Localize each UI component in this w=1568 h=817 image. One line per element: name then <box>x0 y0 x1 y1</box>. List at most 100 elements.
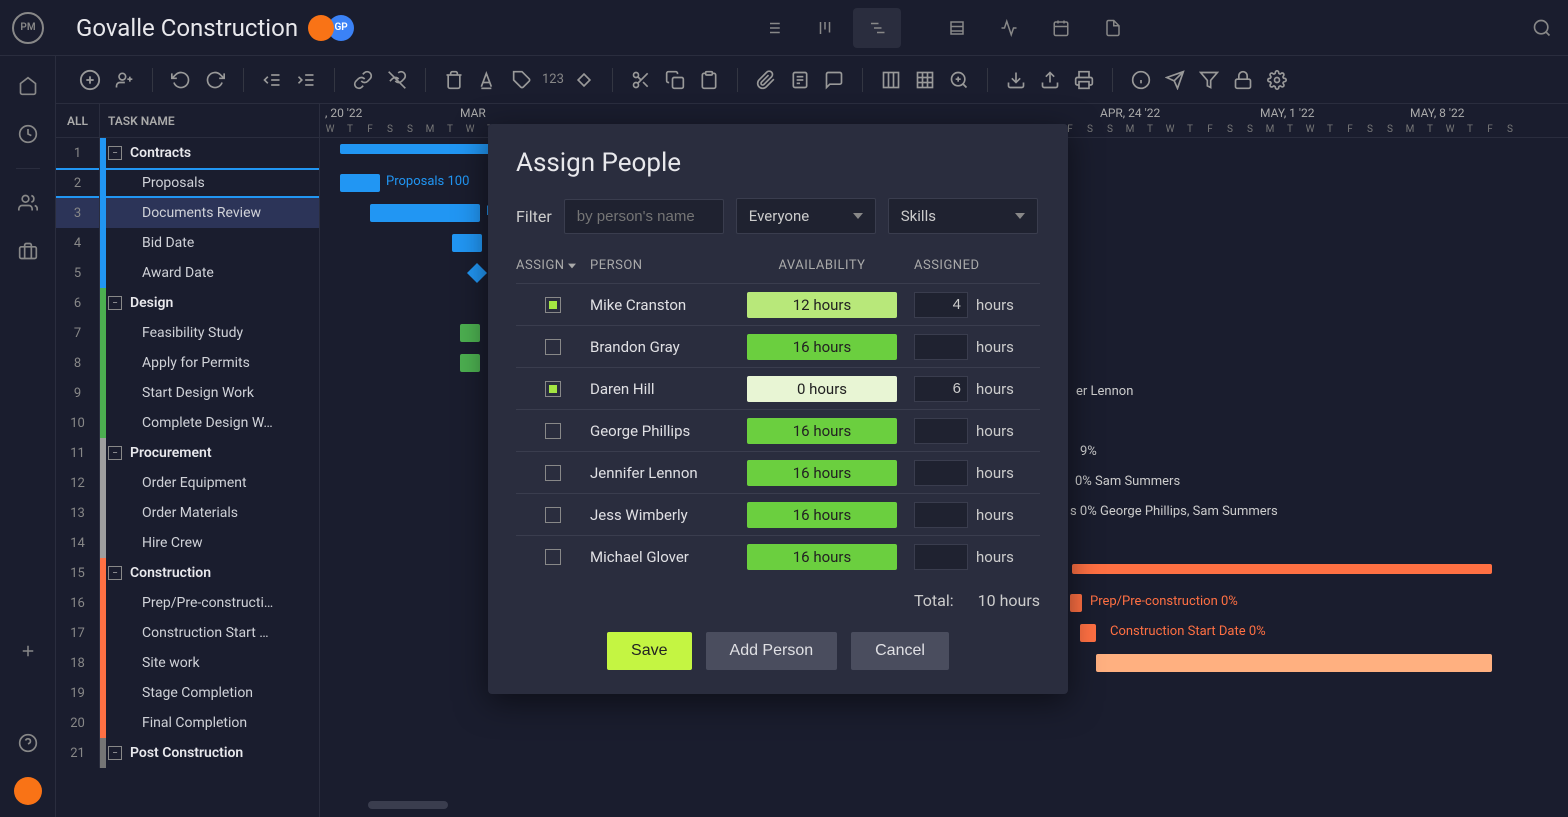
gantt-bar[interactable] <box>340 144 490 154</box>
save-button[interactable]: Save <box>607 632 691 670</box>
task-row[interactable]: 18Site work <box>56 648 319 678</box>
gantt-milestone[interactable] <box>467 263 487 283</box>
add-circle-icon[interactable] <box>76 66 104 94</box>
attachment-icon[interactable] <box>752 66 780 94</box>
task-row[interactable]: 7Feasibility Study <box>56 318 319 348</box>
collapse-toggle[interactable]: − <box>108 146 122 160</box>
task-row[interactable]: 1−Contracts <box>56 138 319 168</box>
assign-checkbox[interactable] <box>545 549 561 565</box>
assigned-hours-input[interactable] <box>914 292 968 318</box>
app-logo[interactable]: PM <box>0 0 56 56</box>
briefcase-icon[interactable] <box>14 237 42 265</box>
add-person-icon[interactable] <box>110 66 138 94</box>
gantt-bar[interactable] <box>460 354 480 372</box>
team-icon[interactable] <box>14 189 42 217</box>
task-row[interactable]: 5Award Date <box>56 258 319 288</box>
th-person[interactable]: PERSON <box>590 258 742 273</box>
assigned-hours-input[interactable] <box>914 334 968 360</box>
task-row[interactable]: 20Final Completion <box>56 708 319 738</box>
tag-icon[interactable] <box>508 66 536 94</box>
undo-icon[interactable] <box>167 66 195 94</box>
cancel-button[interactable]: Cancel <box>851 632 949 670</box>
task-row[interactable]: 8Apply for Permits <box>56 348 319 378</box>
unlink-icon[interactable] <box>383 66 411 94</box>
search-icon[interactable] <box>1532 18 1552 38</box>
task-row[interactable]: 4Bid Date <box>56 228 319 258</box>
task-row[interactable]: 11−Procurement <box>56 438 319 468</box>
task-row[interactable]: 13Order Materials <box>56 498 319 528</box>
assign-checkbox[interactable] <box>545 507 561 523</box>
task-row[interactable]: 9Start Design Work <box>56 378 319 408</box>
text-style-icon[interactable] <box>474 66 502 94</box>
link-icon[interactable] <box>349 66 377 94</box>
assign-checkbox[interactable] <box>545 339 561 355</box>
assign-checkbox[interactable] <box>545 423 561 439</box>
print-icon[interactable] <box>1070 66 1098 94</box>
settings-icon[interactable] <box>1263 66 1291 94</box>
collaborator-avatars[interactable]: GP <box>314 15 354 41</box>
filter-skills-select[interactable]: Skills <box>888 198 1038 234</box>
paste-icon[interactable] <box>695 66 723 94</box>
view-list-icon[interactable] <box>749 8 797 48</box>
columns-icon[interactable] <box>877 66 905 94</box>
user-avatar[interactable] <box>14 777 42 805</box>
task-row[interactable]: 15−Construction <box>56 558 319 588</box>
assigned-hours-input[interactable] <box>914 502 968 528</box>
indent-icon[interactable] <box>292 66 320 94</box>
assign-checkbox[interactable] <box>545 297 561 313</box>
view-sheet-icon[interactable] <box>933 8 981 48</box>
collapse-toggle[interactable]: − <box>108 746 122 760</box>
cut-icon[interactable] <box>627 66 655 94</box>
collapse-toggle[interactable]: − <box>108 296 122 310</box>
trash-icon[interactable] <box>440 66 468 94</box>
send-icon[interactable] <box>1161 66 1189 94</box>
filter-icon[interactable] <box>1195 66 1223 94</box>
th-assigned[interactable]: ASSIGNED <box>902 258 1040 273</box>
assigned-hours-input[interactable] <box>914 376 968 402</box>
help-icon[interactable] <box>14 729 42 757</box>
import-icon[interactable] <box>1002 66 1030 94</box>
assign-checkbox[interactable] <box>545 465 561 481</box>
zoom-icon[interactable] <box>945 66 973 94</box>
assign-checkbox[interactable] <box>545 381 561 397</box>
view-file-icon[interactable] <box>1089 8 1137 48</box>
add-person-button[interactable]: Add Person <box>706 632 838 670</box>
redo-icon[interactable] <box>201 66 229 94</box>
info-icon[interactable] <box>1127 66 1155 94</box>
gantt-bar[interactable] <box>340 174 380 192</box>
outdent-icon[interactable] <box>258 66 286 94</box>
task-row[interactable]: 14Hire Crew <box>56 528 319 558</box>
filter-input[interactable] <box>564 199 724 234</box>
view-activity-icon[interactable] <box>985 8 1033 48</box>
task-row[interactable]: 6−Design <box>56 288 319 318</box>
task-row[interactable]: 2Proposals <box>56 168 319 198</box>
task-row[interactable]: 16Prep/Pre-constructi… <box>56 588 319 618</box>
view-gantt-icon[interactable] <box>853 8 901 48</box>
gantt-bar[interactable] <box>1072 564 1492 574</box>
home-icon[interactable] <box>14 72 42 100</box>
grid-icon[interactable] <box>911 66 939 94</box>
milestone-icon[interactable] <box>570 66 598 94</box>
export-icon[interactable] <box>1036 66 1064 94</box>
th-availability[interactable]: AVAILABILITY <box>742 258 902 273</box>
task-row[interactable]: 21−Post Construction <box>56 738 319 768</box>
task-row[interactable]: 17Construction Start … <box>56 618 319 648</box>
recent-icon[interactable] <box>14 120 42 148</box>
view-board-icon[interactable] <box>801 8 849 48</box>
task-header-name[interactable]: TASK NAME <box>100 104 319 137</box>
comment-icon[interactable] <box>820 66 848 94</box>
task-row[interactable]: 12Order Equipment <box>56 468 319 498</box>
task-row[interactable]: 3Documents Review <box>56 198 319 228</box>
notes-icon[interactable] <box>786 66 814 94</box>
add-icon[interactable] <box>14 637 42 665</box>
collapse-toggle[interactable]: − <box>108 446 122 460</box>
task-row[interactable]: 10Complete Design W… <box>56 408 319 438</box>
gantt-bar[interactable] <box>1096 654 1492 672</box>
gantt-bar[interactable] <box>370 204 480 222</box>
collapse-toggle[interactable]: − <box>108 566 122 580</box>
assigned-hours-input[interactable] <box>914 460 968 486</box>
task-row[interactable]: 19Stage Completion <box>56 678 319 708</box>
gantt-bar[interactable] <box>452 234 482 252</box>
assigned-hours-input[interactable] <box>914 418 968 444</box>
task-header-all[interactable]: ALL <box>56 104 100 137</box>
